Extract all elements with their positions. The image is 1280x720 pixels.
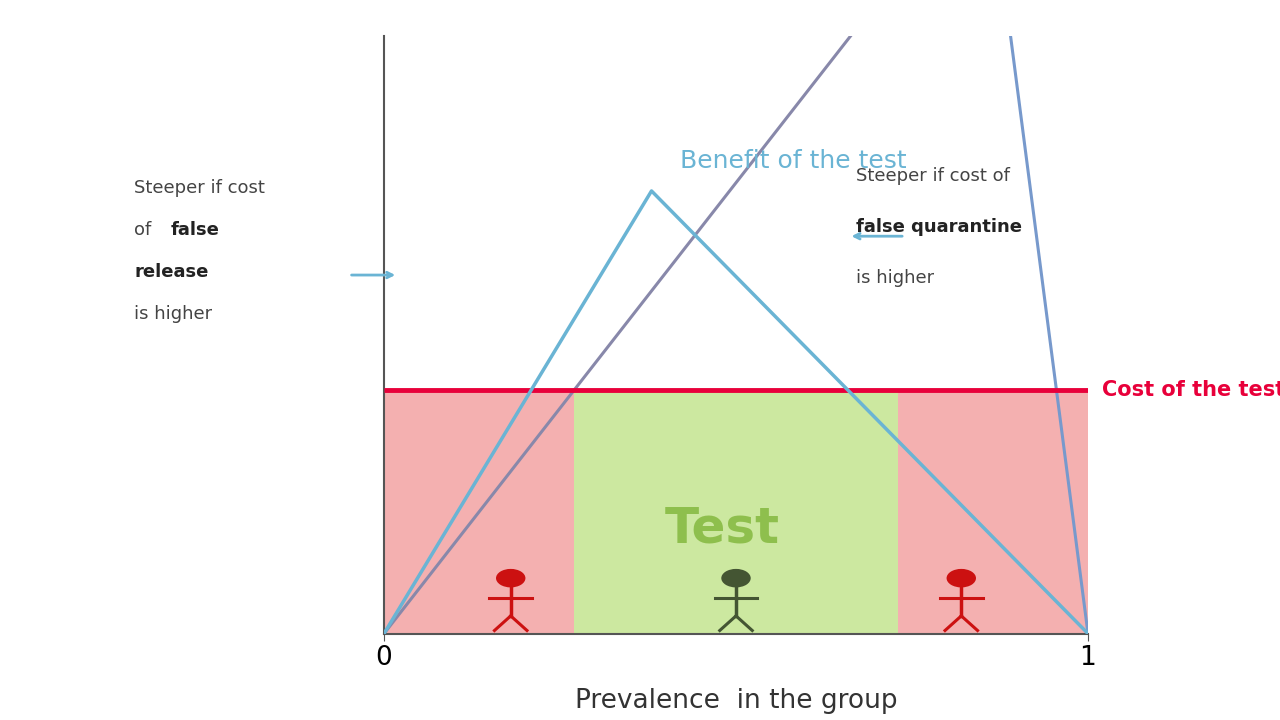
Text: Benefit of the test: Benefit of the test	[680, 149, 906, 174]
Circle shape	[947, 569, 975, 588]
Text: Cost of the test: Cost of the test	[1102, 380, 1280, 400]
Text: Test: Test	[664, 505, 780, 553]
Circle shape	[722, 569, 750, 588]
Text: is higher: is higher	[856, 269, 934, 287]
Text: release: release	[134, 263, 209, 281]
Text: false quarantine: false quarantine	[856, 218, 1021, 236]
Circle shape	[497, 569, 525, 588]
X-axis label: Prevalence  in the group: Prevalence in the group	[575, 688, 897, 714]
Text: of: of	[134, 221, 157, 239]
Text: false: false	[170, 221, 219, 239]
Text: is higher: is higher	[134, 305, 212, 323]
Text: Steeper if cost of: Steeper if cost of	[856, 167, 1010, 185]
Text: Steeper if cost: Steeper if cost	[134, 179, 265, 197]
